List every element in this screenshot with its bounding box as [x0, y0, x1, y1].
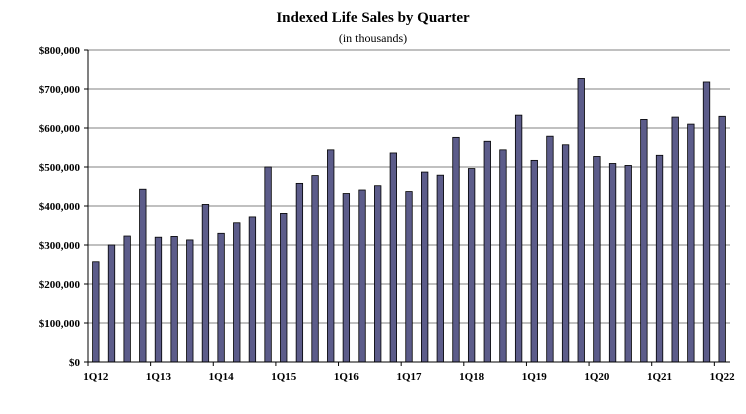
- bars: [92, 78, 726, 363]
- x-tick-label: 1Q22: [710, 371, 736, 383]
- y-tick-label: $600,000: [39, 123, 81, 135]
- y-axis-tick-labels: $0 $100,000 $200,000 $300,000 $400,000 $500,0…: [39, 45, 81, 369]
- bar-4Q19: [577, 78, 585, 363]
- bar-1Q21: [655, 154, 664, 363]
- x-tick-label: 1Q15: [271, 371, 297, 383]
- bar-1Q12: [92, 261, 100, 363]
- y-tick-label: $800,000: [39, 45, 81, 57]
- bar-4Q13: [201, 204, 210, 363]
- bar-1Q14: [217, 232, 225, 363]
- y-tick-label: $300,000: [39, 240, 81, 252]
- axes: [87, 50, 730, 366]
- chart-title: Indexed Life Sales by Quarter: [276, 10, 470, 26]
- bar-3Q20: [624, 165, 632, 363]
- x-axis-tick-labels: 1Q12 1Q13 1Q14 1Q15 1Q16 1Q17 1Q18 1Q19 1Q20 1Q21…: [83, 371, 735, 383]
- bar-4Q16: [389, 152, 397, 363]
- x-tick-label: 1Q13: [146, 371, 172, 383]
- y-tick-label: $500,000: [39, 162, 81, 174]
- bar-1Q17: [405, 191, 413, 363]
- bar-3Q13: [186, 239, 194, 363]
- bar-1Q20: [593, 156, 601, 363]
- y-tick-label: $0: [69, 357, 81, 369]
- bar-3Q19: [561, 144, 570, 363]
- bar-2Q18: [483, 140, 491, 363]
- bar-4Q20: [640, 119, 648, 363]
- bar-2Q17: [421, 171, 429, 363]
- y-tick-label: $700,000: [39, 84, 81, 96]
- bar-1Q19: [530, 159, 538, 363]
- bar-2Q20: [608, 163, 617, 363]
- bar-1Q15: [280, 213, 288, 363]
- bar-1Q22: [718, 115, 726, 363]
- bar-4Q12: [139, 188, 147, 363]
- bar-2Q16: [358, 189, 366, 363]
- bar-3Q16: [374, 185, 382, 363]
- bar-2Q12: [107, 244, 116, 363]
- bar-2Q13: [170, 236, 178, 363]
- bar-2Q15: [295, 182, 304, 363]
- bar-4Q17: [452, 136, 460, 363]
- x-tick-label: 1Q16: [334, 371, 360, 383]
- bar-4Q14: [264, 166, 272, 363]
- y-tick-label: $200,000: [39, 279, 81, 291]
- gridlines: [84, 49, 730, 363]
- x-tick-label: 1Q19: [522, 371, 548, 383]
- x-tick-label: 1Q14: [209, 371, 235, 383]
- bar-3Q15: [311, 175, 319, 363]
- x-tick-label: 1Q12: [83, 371, 109, 383]
- bar-3Q17: [436, 174, 444, 363]
- bar-2Q21: [671, 116, 679, 363]
- bar-4Q18: [514, 114, 523, 363]
- bar-3Q12: [123, 235, 131, 363]
- bar-4Q21: [702, 81, 711, 363]
- bar-3Q21: [687, 123, 695, 363]
- bar-3Q18: [499, 149, 507, 363]
- y-tick-label: $400,000: [39, 201, 81, 213]
- x-tick-label: 1Q21: [647, 371, 672, 383]
- bar-1Q16: [342, 193, 351, 363]
- y-tick-label: $100,000: [39, 318, 81, 330]
- bar-4Q15: [327, 149, 335, 363]
- bar-3Q14: [248, 216, 257, 363]
- bar-1Q13: [154, 236, 163, 363]
- x-tick-label: 1Q18: [459, 371, 485, 383]
- chart-subtitle: (in thousands): [338, 31, 408, 45]
- x-tick-label: 1Q20: [584, 371, 610, 383]
- x-tick-label: 1Q17: [396, 371, 422, 383]
- bar-2Q19: [546, 135, 554, 363]
- bar-1Q18: [467, 168, 476, 363]
- bar-2Q14: [233, 222, 241, 363]
